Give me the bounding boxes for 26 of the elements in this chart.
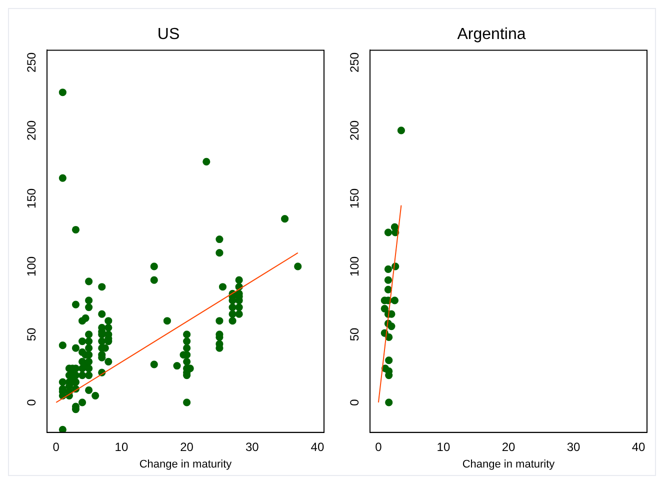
y-tick-label: 50 <box>24 327 38 342</box>
x-tick-label: 20 <box>180 440 194 454</box>
x-tick-label: 0 <box>52 440 60 454</box>
y-tick-label: 0 <box>347 398 362 406</box>
x-tick-label: 20 <box>502 440 516 454</box>
y-tick-label: 100 <box>24 256 38 276</box>
x-axis-title: Change in maturity <box>462 458 556 470</box>
x-tick-label: 10 <box>436 440 450 454</box>
y-tick-label: 0 <box>24 398 38 406</box>
y-tick-label: 200 <box>24 120 38 140</box>
chart-title: US <box>157 26 180 44</box>
y-tick-label: 200 <box>347 120 362 140</box>
y-tick-label: 100 <box>347 256 362 276</box>
y-tick-label: 50 <box>347 327 362 342</box>
x-tick-label: 40 <box>310 440 324 454</box>
y-tick-label: 150 <box>24 188 38 208</box>
y-tick-label: 250 <box>347 52 362 72</box>
chart-title: Argentina <box>457 26 526 44</box>
x-tick-label: 30 <box>245 440 260 454</box>
x-tick-label: 10 <box>114 440 128 454</box>
x-axis-title: Change in maturity <box>139 458 232 470</box>
y-tick-label: 150 <box>347 188 362 208</box>
x-tick-label: 40 <box>632 440 646 454</box>
x-tick-label: 30 <box>566 440 581 454</box>
x-tick-label: 0 <box>375 440 382 454</box>
y-tick-label: 250 <box>24 52 38 72</box>
